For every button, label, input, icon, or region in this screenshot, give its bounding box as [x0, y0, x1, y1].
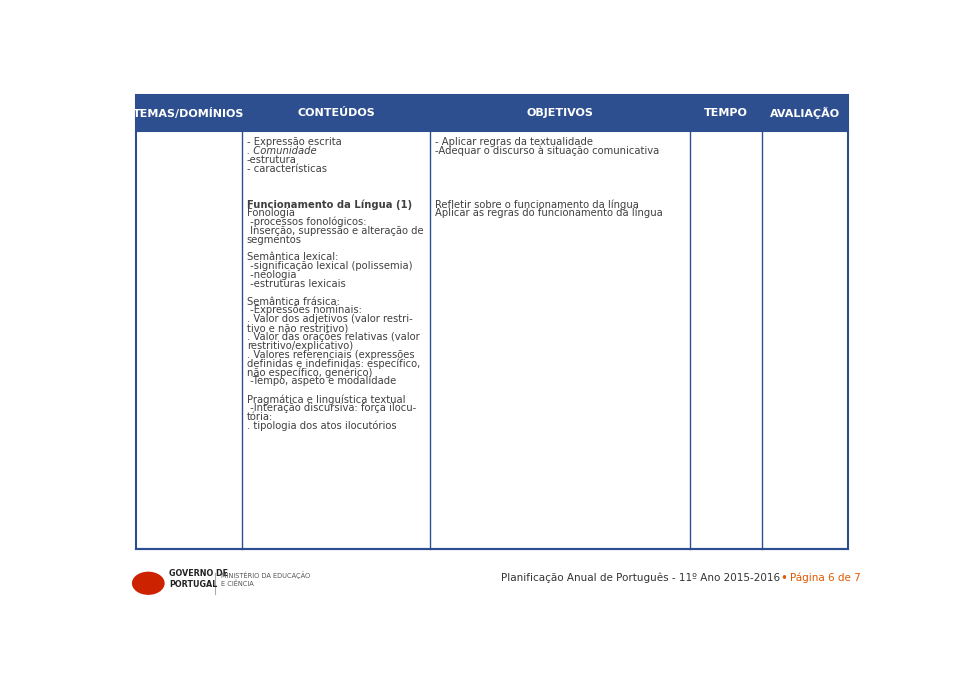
Text: CONTEÚDOS: CONTEÚDOS — [297, 108, 374, 119]
Text: Pragmática e linguística textual: Pragmática e linguística textual — [247, 394, 405, 405]
Text: Fonologia: Fonologia — [247, 208, 295, 218]
Text: OBJETIVOS: OBJETIVOS — [526, 108, 593, 119]
Text: não específico, genérico): não específico, genérico) — [247, 367, 372, 378]
Text: Semântica lexical:: Semântica lexical: — [247, 252, 338, 262]
Text: Inserção, supressão e alteração de: Inserção, supressão e alteração de — [247, 225, 423, 236]
Text: -Tempo, aspeto e modalidade: -Tempo, aspeto e modalidade — [247, 376, 396, 386]
Text: MINISTÉRIO DA EDUCAÇÃO
E CIÊNCIA: MINISTÉRIO DA EDUCAÇÃO E CIÊNCIA — [221, 571, 310, 587]
Text: -Interação discursiva: força ilocu-: -Interação discursiva: força ilocu- — [247, 403, 416, 413]
Text: Refletir sobre o funcionamento da língua: Refletir sobre o funcionamento da língua — [435, 199, 639, 210]
Text: Funcionamento da Língua (1): Funcionamento da Língua (1) — [247, 199, 412, 210]
Circle shape — [132, 572, 165, 595]
Bar — [136, 95, 848, 549]
Text: •: • — [780, 571, 787, 584]
Text: - Expressão escrita: - Expressão escrita — [247, 137, 342, 147]
Text: -estrutura: -estrutura — [247, 155, 297, 165]
Text: Semântica frásica:: Semântica frásica: — [247, 297, 340, 307]
Text: tória:: tória: — [247, 412, 273, 422]
Text: . Valor das orações relativas (valor: . Valor das orações relativas (valor — [247, 332, 420, 342]
Text: . Valores referenciais (expressões: . Valores referenciais (expressões — [247, 350, 415, 360]
Text: AVALIAÇÃO: AVALIAÇÃO — [770, 108, 840, 119]
Text: . Comunidade: . Comunidade — [247, 146, 317, 156]
Text: -significação lexical (polissemia): -significação lexical (polissemia) — [247, 261, 413, 271]
Text: - características: - características — [247, 164, 326, 173]
Text: Planificação Anual de Português - 11º Ano 2015-2016: Planificação Anual de Português - 11º An… — [501, 573, 780, 583]
Text: definidas e indefinidas: específico,: definidas e indefinidas: específico, — [247, 358, 420, 369]
Text: -Adequar o discurso à situação comunicativa: -Adequar o discurso à situação comunicat… — [435, 146, 660, 156]
Text: . Valor dos adjetivos (valor restri-: . Valor dos adjetivos (valor restri- — [247, 314, 413, 324]
Text: -Expressões nominais:: -Expressões nominais: — [247, 306, 362, 315]
Text: -neologia: -neologia — [247, 270, 297, 280]
Text: Página 6 de 7: Página 6 de 7 — [789, 573, 860, 583]
Text: segmentos: segmentos — [247, 234, 301, 245]
Text: GOVERNO DE
PORTUGAL: GOVERNO DE PORTUGAL — [169, 569, 228, 589]
Text: TEMPO: TEMPO — [704, 108, 748, 119]
Text: tivo e não restritivo): tivo e não restritivo) — [247, 323, 348, 333]
Text: Aplicar as regras do funcionamento da língua: Aplicar as regras do funcionamento da lí… — [435, 208, 663, 219]
Text: . tipologia dos atos ilocutórios: . tipologia dos atos ilocutórios — [247, 421, 396, 431]
Text: -processos fonológicos:: -processos fonológicos: — [247, 217, 367, 227]
Text: TEMAS/DOMÍNIOS: TEMAS/DOMÍNIOS — [133, 108, 245, 119]
Text: - Aplicar regras da textualidade: - Aplicar regras da textualidade — [435, 137, 593, 147]
Bar — [136, 95, 848, 132]
Text: restritivo/explicativo): restritivo/explicativo) — [247, 341, 353, 351]
Text: -estruturas lexicais: -estruturas lexicais — [247, 279, 346, 289]
